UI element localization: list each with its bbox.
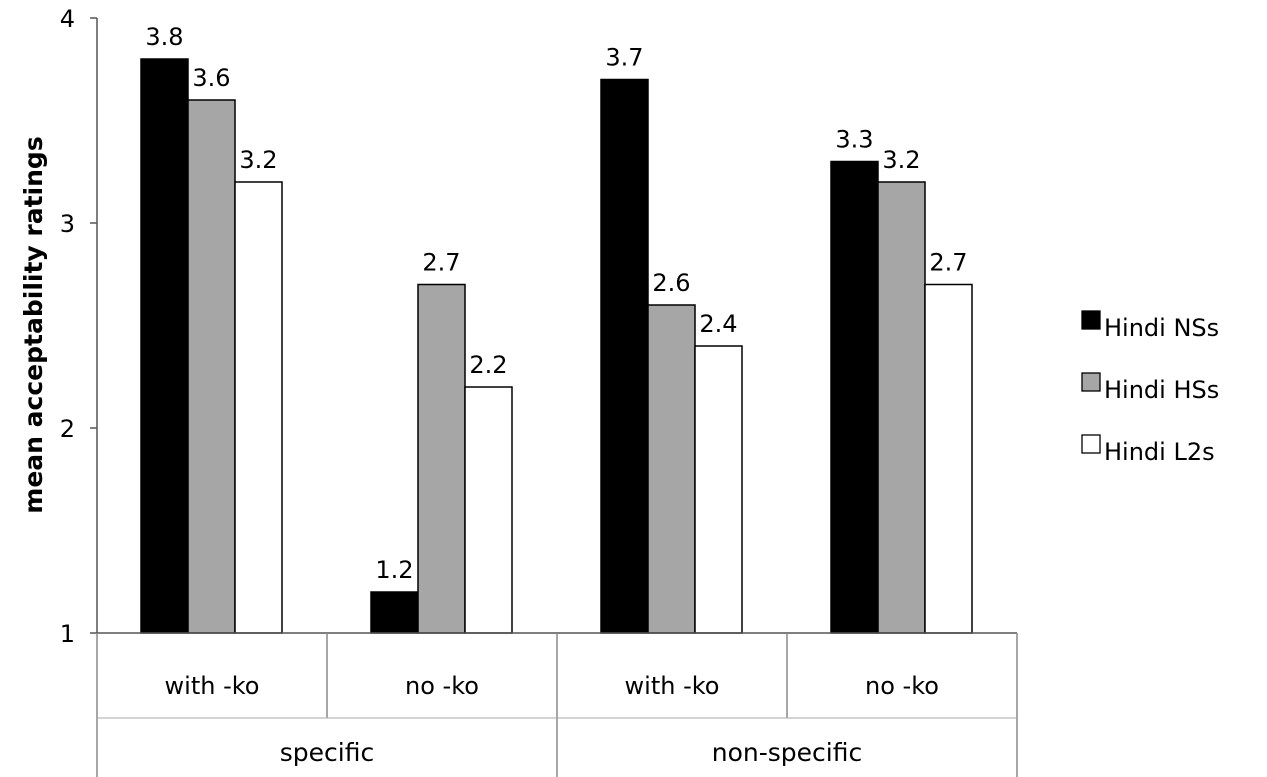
x-axis: with -ko no -ko with -ko no -ko specific non-… (96, 632, 1018, 777)
bar-hindi-hss (877, 181, 926, 634)
data-label: 3.3 (835, 126, 873, 154)
data-label: 2.7 (929, 249, 967, 277)
data-label: 3.2 (882, 146, 920, 174)
data-label: 1.2 (375, 556, 413, 584)
axes: 1 2 3 4 (60, 5, 98, 648)
legend-label: Hindi HSs (1104, 376, 1219, 404)
bar-hindi-nss (600, 78, 649, 634)
data-label: 2.7 (422, 249, 460, 277)
data-label: 3.6 (192, 64, 230, 92)
bar-hindi-nss (830, 160, 879, 634)
data-label: 3.8 (145, 23, 183, 51)
bar-hindi-l2s (694, 345, 743, 634)
legend-label: Hindi L2s (1104, 438, 1215, 466)
bar-hindi-nss (370, 591, 419, 634)
y-tick-label: 3 (60, 210, 75, 238)
bars (140, 58, 973, 634)
x-category-label: with -ko (165, 672, 260, 700)
data-label: 2.2 (469, 351, 507, 379)
bar-hindi-hss (417, 283, 466, 634)
legend-swatch (1081, 372, 1101, 392)
bar-hindi-l2s (234, 181, 283, 634)
y-tick-label: 4 (60, 5, 75, 33)
bar-hindi-hss (187, 99, 236, 634)
x-category-label: no -ko (865, 672, 939, 700)
y-tick-label: 1 (60, 620, 75, 648)
legend-label: Hindi NSs (1104, 314, 1219, 342)
data-label: 2.4 (699, 310, 737, 338)
bar-hindi-l2s (924, 283, 973, 634)
bar-hindi-hss (647, 304, 696, 634)
x-group-label: specific (280, 738, 374, 767)
data-label: 3.2 (239, 146, 277, 174)
y-tick-label: 2 (60, 415, 75, 443)
y-axis-label: mean acceptability ratings (19, 136, 48, 513)
x-group-label: non-specific (712, 738, 862, 767)
legend-swatch (1081, 310, 1101, 330)
legend: Hindi NSs Hindi HSs Hindi L2s (1081, 310, 1219, 466)
data-label: 2.6 (652, 269, 690, 297)
data-labels: 3.8 1.2 3.7 3.3 3.6 2.7 2.6 3.2 3.2 2.2 2.4 2.7 (145, 23, 967, 584)
x-category-label: with -ko (625, 672, 720, 700)
bar-hindi-nss (140, 58, 189, 634)
legend-swatch (1081, 434, 1101, 454)
data-label: 3.7 (605, 44, 643, 72)
bar-hindi-l2s (464, 386, 513, 634)
x-category-label: no -ko (405, 672, 479, 700)
